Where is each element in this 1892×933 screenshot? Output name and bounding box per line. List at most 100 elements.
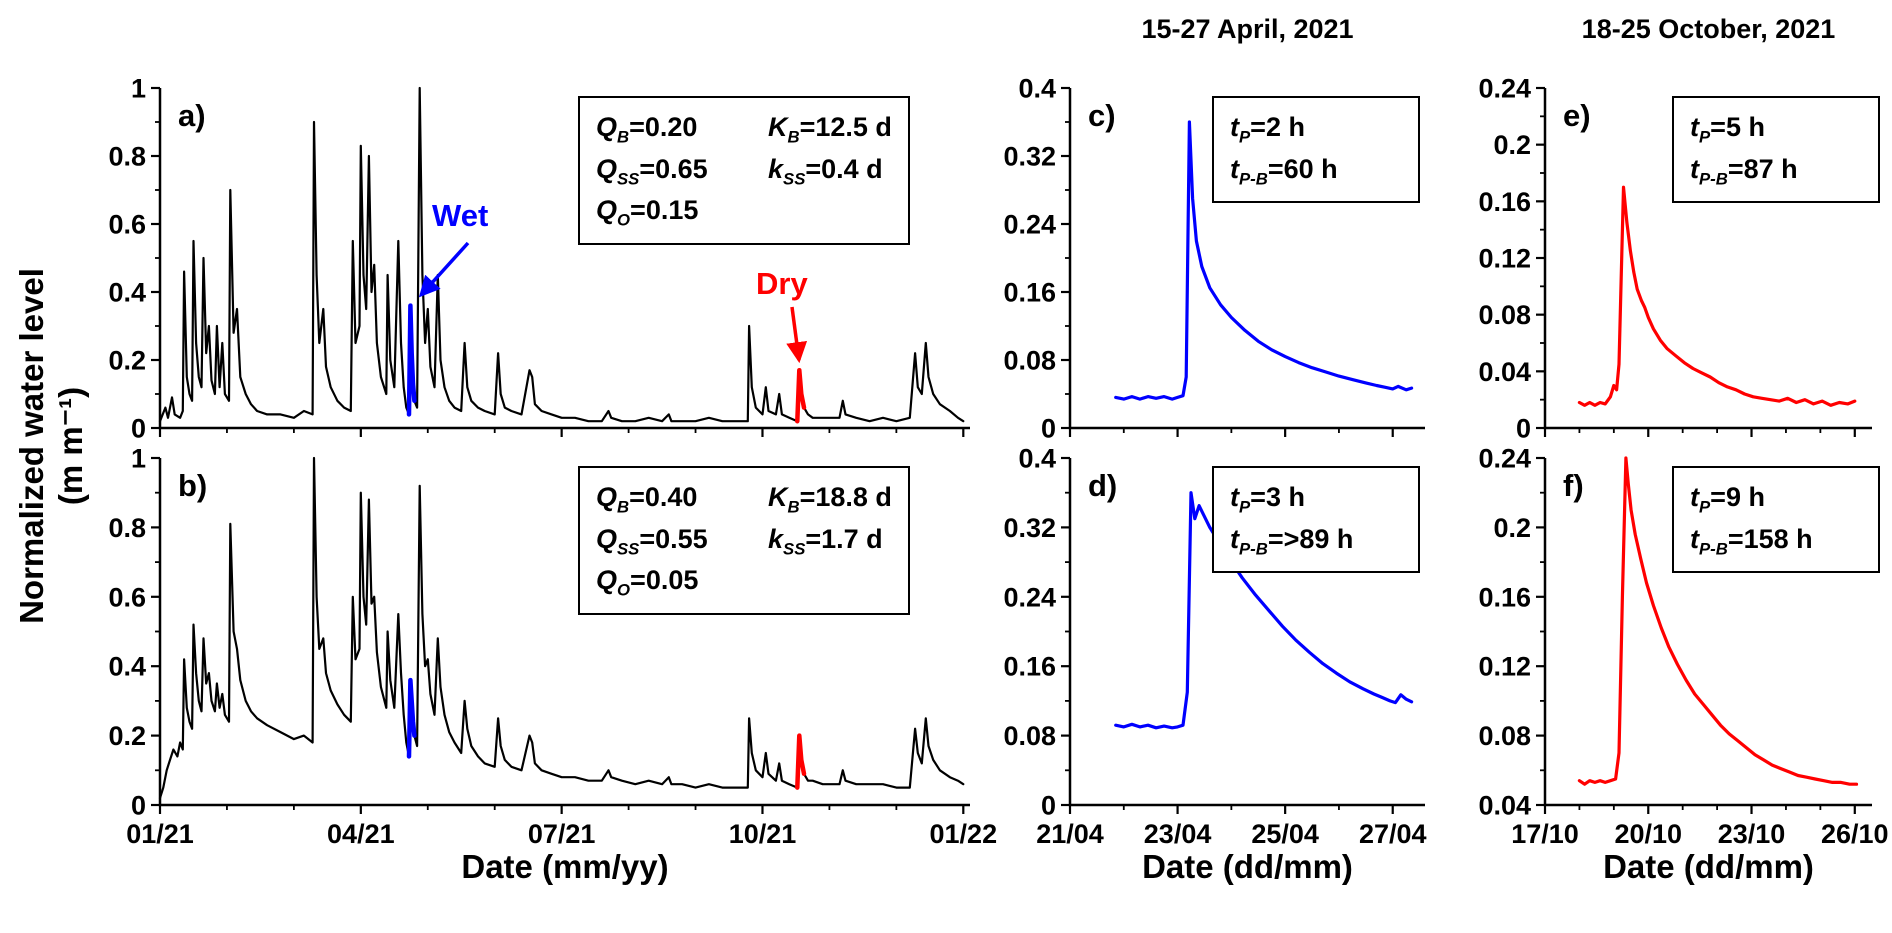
panel-f-y-tick-label: 0.12 — [1478, 652, 1531, 682]
panel-d-y-tick-label: 0.08 — [1003, 721, 1056, 751]
panel-a-series-wet-event — [406, 303, 417, 417]
panel-c-param-box: tP=2 h tP-B=60 h — [1212, 96, 1420, 204]
param-row: QB=0.20 KB=12.5 d — [596, 108, 892, 150]
panel-b-x-tick-label: 07/21 — [528, 819, 596, 849]
panel-c-y-tick-label: 0.32 — [1003, 142, 1056, 172]
param-entry: QSS=0.55 — [596, 523, 708, 559]
param-row: tP-B=87 h — [1690, 150, 1862, 192]
param-entry: tP=2 h — [1230, 112, 1305, 147]
panel-d-x-tick-label: 23/04 — [1144, 819, 1212, 849]
param-entry: KB=12.5 d — [768, 112, 892, 147]
param-entry: QO=0.15 — [596, 195, 699, 230]
panel-a-y-tick-label: 0.8 — [108, 142, 146, 172]
param-entry: QSS=0.65 — [596, 153, 708, 189]
param-entry: tP=5 h — [1690, 112, 1765, 147]
panel-letter-e: e) — [1563, 98, 1591, 133]
wet-event-label: Wet — [432, 198, 489, 233]
panel-a-y-tick-label: 0.6 — [108, 210, 146, 240]
panel-e-y-tick-label: 0.16 — [1478, 187, 1531, 217]
panel-e-param-box: tP=5 h tP-B=87 h — [1672, 96, 1880, 204]
panel-c-y-tick-label: 0 — [1041, 414, 1056, 444]
param-row: tP-B=158 h — [1690, 520, 1862, 562]
panel-c-y-tick-label: 0.24 — [1003, 210, 1056, 240]
panel-a-series-dry-event — [795, 367, 807, 424]
x-axis-title-mid: Date (dd/mm) — [1142, 848, 1353, 885]
panel-a-y-tick-label: 0.4 — [108, 278, 146, 308]
wet-arrow-icon — [418, 241, 470, 298]
panel-f-param-box: tP=9 h tP-B=158 h — [1672, 466, 1880, 574]
param-entry: QO=0.05 — [596, 565, 699, 600]
panel-b-y-tick-label: 0.2 — [108, 721, 146, 751]
panel-e-y-tick-label: 0 — [1516, 414, 1531, 444]
dry-event-label: Dry — [756, 266, 808, 301]
panel-b-y-tick-label: 0.4 — [108, 652, 146, 682]
panel-c-y-tick-label: 0.4 — [1018, 74, 1056, 104]
panel-d-param-box: tP=3 h tP-B=>89 h — [1212, 466, 1420, 574]
panel-d-y-tick-label: 0 — [1041, 791, 1056, 821]
panel-e-y-tick-label: 0.04 — [1478, 357, 1531, 387]
panel-d-x-tick-label: 27/04 — [1359, 819, 1427, 849]
panel-f-x-tick-label: 23/10 — [1718, 819, 1786, 849]
panel-f-y-tick-label: 0.16 — [1478, 582, 1531, 612]
param-entry: QB=0.40 — [596, 482, 698, 517]
param-row: QO=0.15 — [596, 191, 892, 233]
panel-c-y-tick-label: 0.08 — [1003, 346, 1056, 376]
panel-b-y-tick-label: 1 — [131, 444, 146, 474]
param-row: tP-B=>89 h — [1230, 520, 1402, 562]
panel-a-y-tick-label: 0 — [131, 414, 146, 444]
panel-d-y-tick-label: 0.24 — [1003, 582, 1056, 612]
column-title-april: 15-27 April, 2021 — [1141, 14, 1354, 44]
param-row: tP=5 h — [1690, 108, 1862, 150]
param-row: QSS=0.65 kSS=0.4 d — [596, 150, 892, 192]
param-row: tP-B=60 h — [1230, 150, 1402, 192]
panel-d: 21/04 23/04 25/04 27/04 0 0.08 0.16 0.24 0.32 0.4… — [1003, 444, 1426, 850]
x-axis-title-left: Date (mm/yy) — [461, 848, 669, 885]
panel-a-series-water-level — [158, 86, 965, 423]
panel-b-x-tick-label: 10/21 — [729, 819, 797, 849]
param-row: tP=2 h — [1230, 108, 1402, 150]
panel-f-y-tick-label: 0.24 — [1478, 444, 1531, 474]
panel-b-series-water-level — [158, 456, 965, 800]
panel-letter-f: f) — [1563, 468, 1584, 503]
param-row: tP=3 h — [1230, 478, 1402, 520]
panel-b-series-wet-event — [406, 677, 417, 759]
panel-e-y-tick-label: 0.24 — [1478, 74, 1531, 104]
panel-a-y-tick-label: 1 — [131, 74, 146, 104]
panel-e-y-tick-label: 0.08 — [1478, 300, 1531, 330]
param-entry: KB=18.8 d — [768, 482, 892, 517]
panel-letter-c: c) — [1088, 98, 1116, 133]
panel-d-y-tick-label: 0.32 — [1003, 513, 1056, 543]
panel-f-series-dry-hydrograph — [1577, 456, 1859, 786]
panel-b-x-tick-label: 01/21 — [126, 819, 194, 849]
param-row: tP=9 h — [1690, 478, 1862, 520]
panel-b: 01/21 04/21 07/21 10/21 01/22 0 0.2 0.4 0.6 0.8 1 b… — [108, 444, 997, 850]
panel-f: 17/10 20/10 23/10 26/10 0.04 0.08 0.12 0.16 0.2 0… — [1478, 444, 1888, 850]
param-entry: tP-B=60 h — [1230, 153, 1338, 189]
panel-e-y-tick-label: 0.2 — [1493, 130, 1531, 160]
param-entry: kSS=1.7 d — [768, 523, 883, 559]
panel-d-x-tick-label: 21/04 — [1036, 819, 1104, 849]
y-axis-title-line1: Normalized water level — [13, 268, 50, 624]
panel-f-x-tick-label: 20/10 — [1614, 819, 1682, 849]
column-title-october: 18-25 October, 2021 — [1581, 14, 1836, 44]
y-axis-title-line2: (m m⁻¹) — [51, 386, 89, 506]
panel-e-y-tick-label: 0.12 — [1478, 244, 1531, 274]
panel-f-y-tick-label: 0.08 — [1478, 721, 1531, 751]
x-axis-title-right: Date (dd/mm) — [1603, 848, 1814, 885]
panel-b-y-tick-label: 0 — [131, 791, 146, 821]
panel-b-y-tick-label: 0.6 — [108, 582, 146, 612]
param-entry: tP=3 h — [1230, 482, 1305, 517]
panel-a-param-box: QB=0.20 KB=12.5 d QSS=0.65 kSS=0.4 d QO=0.15 — [578, 96, 910, 245]
param-entry: tP=9 h — [1690, 482, 1765, 517]
panel-b-param-box: QB=0.40 KB=18.8 d QSS=0.55 kSS=1.7 d QO=0.05 — [578, 466, 910, 615]
panel-c: 0 0.08 0.16 0.24 0.32 0.4 c) — [1003, 74, 1425, 444]
panel-f-y-tick-label: 0.04 — [1478, 791, 1531, 821]
param-entry: tP-B=158 h — [1690, 523, 1813, 559]
panel-a: 0 0.2 0.4 0.6 0.8 1 a) — [108, 74, 970, 444]
param-entry: kSS=0.4 d — [768, 153, 883, 189]
panel-f-x-tick-label: 26/10 — [1821, 819, 1889, 849]
panel-c-series-wet-hydrograph — [1114, 120, 1414, 401]
param-entry: tP-B=87 h — [1690, 153, 1798, 189]
